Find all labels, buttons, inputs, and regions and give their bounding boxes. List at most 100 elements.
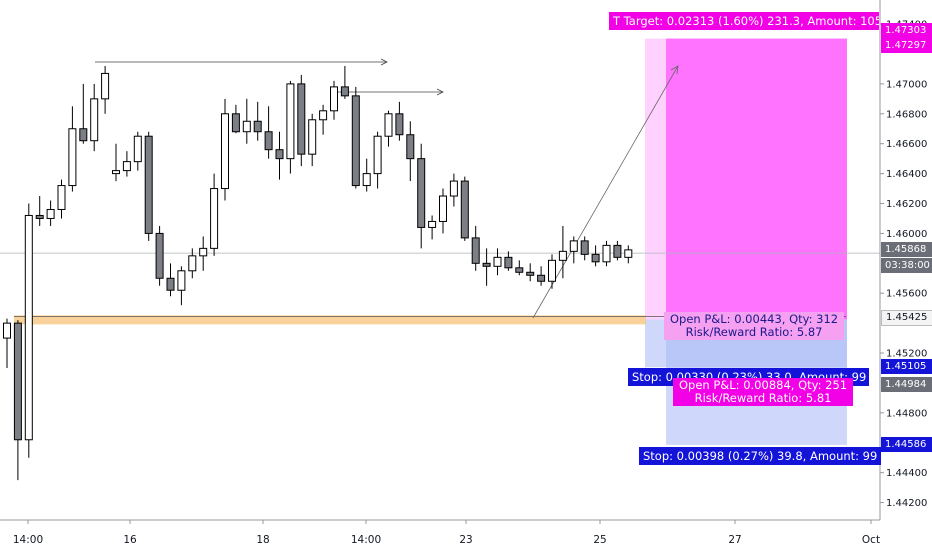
price-tick-label: 1.44200	[886, 498, 927, 509]
candle-body	[112, 170, 120, 175]
candle-body	[591, 253, 600, 263]
horizontal-ray-2-arrowhead	[436, 88, 444, 96]
candle-body	[526, 271, 535, 276]
candle-body	[460, 180, 469, 239]
candle-body	[24, 214, 33, 441]
trend-arrow-line[interactable]	[532, 65, 679, 319]
price-tick-label: 1.46800	[886, 109, 927, 120]
candle-body	[373, 135, 382, 175]
target-zone-1[interactable]	[645, 38, 847, 320]
price-tick-label: 1.44800	[886, 408, 927, 419]
axis-tag-target-upper: 1.47303	[881, 23, 932, 38]
open-pnl-line-1: Open P&L: 0.00443, Qty: 312	[670, 312, 839, 326]
risk-reward-line-2: Risk/Reward Ratio: 5.81	[694, 391, 832, 405]
candle-body	[580, 240, 589, 255]
candle-body	[144, 135, 153, 234]
price-tick-label: 1.46000	[886, 229, 927, 240]
trend-arrow-head	[670, 65, 679, 75]
candle-body	[166, 277, 175, 291]
time-tick-label: 23	[459, 534, 472, 546]
candle-body	[122, 161, 131, 172]
candle-body	[351, 95, 360, 187]
candle-body	[537, 274, 546, 282]
candle-body	[504, 256, 513, 269]
target-label[interactable]: T Target: 0.02313 (1.60%) 231.3, Amount:…	[609, 12, 879, 30]
candle-body	[264, 131, 273, 151]
price-tick-label: 1.45200	[886, 349, 927, 360]
candle-body	[548, 259, 556, 282]
candle-body	[330, 86, 338, 112]
candle-body	[57, 185, 66, 210]
candle-body	[253, 120, 262, 133]
time-tick-label: 16	[123, 534, 137, 546]
time-tick-label: 25	[593, 534, 606, 546]
candle-body	[428, 220, 437, 228]
candle-body	[308, 119, 317, 155]
price-tick-label: 1.46400	[886, 169, 927, 180]
open-pnl-line-2: Open P&L: 0.00884, Qty: 251	[679, 378, 848, 392]
time-tick-label: Oct	[862, 534, 880, 546]
candle-body	[210, 188, 219, 249]
axis-tag-target-lower: 1.47297	[881, 38, 932, 53]
axis-tag-countdown: 03:38:00	[881, 258, 932, 273]
time-tick-label: 18	[256, 534, 269, 546]
candle-body	[3, 322, 11, 339]
target-zone-2[interactable]	[666, 38, 847, 320]
open-pnl-label-2: Open P&L: 0.00884, Qty: 251 Risk/Reward …	[673, 378, 854, 406]
candle-body	[199, 247, 208, 257]
candle-body	[482, 262, 491, 267]
price-tick-label: 1.46200	[886, 199, 927, 210]
candle-body	[569, 240, 578, 252]
candle-body	[231, 113, 240, 133]
risk-reward-line-1: Risk/Reward Ratio: 5.87	[685, 325, 823, 339]
axis-tag-stop-lower: 1.44586	[881, 437, 932, 452]
candle-body	[68, 128, 77, 187]
candle-body	[177, 270, 186, 291]
price-tick-label: 1.46600	[886, 139, 927, 150]
candle-body	[286, 83, 295, 160]
candle-body	[101, 72, 110, 100]
candle-body	[449, 180, 458, 197]
time-tick-label: 14:00	[13, 534, 43, 546]
price-axis-background	[880, 0, 932, 550]
stop-label-2[interactable]: Stop: 0.00398 (0.27%) 39.8, Amount: 99	[639, 447, 882, 465]
candle-body	[384, 113, 393, 137]
candle-body	[46, 208, 55, 219]
axis-tag-stop-upper: 1.45105	[881, 359, 932, 374]
candle-body	[79, 128, 88, 142]
candle-body	[188, 255, 197, 272]
candle-body	[493, 256, 502, 267]
candle-body	[340, 86, 349, 97]
candle-body	[471, 237, 480, 264]
price-tick-label: 1.44400	[886, 468, 927, 479]
open-pnl-label-1: Open P&L: 0.00443, Qty: 312 Risk/Reward …	[664, 312, 845, 340]
horizontal-ray-1-arrowhead	[380, 58, 388, 66]
candle-body	[90, 98, 99, 142]
price-tick-label: 1.47000	[886, 79, 927, 90]
candle-body	[602, 244, 611, 263]
axis-tag-entry: 1.45425	[881, 310, 932, 326]
candle-body	[515, 267, 524, 273]
candle-body	[439, 195, 447, 222]
axis-tag-current-price: 1.45868	[881, 242, 932, 257]
candle-body	[297, 83, 306, 155]
time-tick-label: 27	[728, 534, 741, 546]
time-tick-label: 14:00	[351, 534, 381, 546]
candle-body	[35, 214, 44, 219]
price-tick-label: 1.45600	[886, 289, 927, 300]
candle-body	[395, 113, 404, 136]
candle-body	[624, 249, 633, 258]
candle-body	[221, 113, 229, 190]
candle-body	[417, 158, 426, 228]
candle-body	[133, 135, 142, 163]
candle-body	[362, 173, 371, 187]
candle-body	[13, 322, 22, 441]
axis-tag-stop-mid: 1.44984	[881, 377, 932, 392]
candle-body	[155, 232, 164, 279]
candle-body	[406, 134, 415, 160]
candle-body	[319, 110, 328, 121]
candle-body	[613, 244, 622, 258]
candle-body	[558, 250, 567, 261]
